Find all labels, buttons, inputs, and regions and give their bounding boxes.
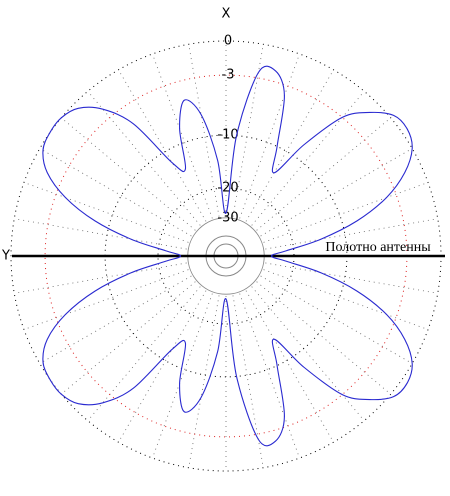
pattern-line: [42, 65, 413, 447]
spoke: [61, 281, 196, 395]
x-axis-label: X: [222, 7, 231, 22]
spoke: [23, 269, 189, 330]
spoke: [188, 295, 220, 468]
r-tick-label: -10: [217, 128, 238, 143]
spoke: [14, 218, 187, 250]
spoke: [23, 182, 189, 243]
spoke: [87, 286, 201, 421]
annotation: Полотно антенны: [325, 240, 431, 255]
spoke: [245, 290, 334, 443]
spoke: [260, 275, 413, 364]
r-tick-label: -20: [217, 181, 238, 196]
spoke: [39, 275, 192, 364]
spoke: [256, 281, 391, 395]
spoke: [14, 262, 187, 294]
spoke: [251, 91, 365, 226]
spoke: [152, 53, 213, 219]
spoke: [265, 262, 438, 294]
spoke: [245, 69, 334, 222]
r-tick-label: -3: [222, 68, 235, 83]
spoke: [61, 117, 196, 231]
spoke: [118, 69, 207, 222]
spoke: [118, 290, 207, 443]
spoke: [263, 269, 429, 330]
y-axis-label: Y: [1, 249, 10, 264]
r-tick-label: -30: [217, 210, 238, 225]
spoke: [256, 117, 391, 231]
spoke: [260, 148, 413, 237]
spoke: [188, 44, 220, 217]
spoke: [87, 91, 201, 226]
spoke: [265, 218, 438, 250]
spoke: [251, 286, 365, 421]
r-tick-label: 0: [224, 34, 232, 49]
spoke: [39, 148, 192, 237]
spoke: [263, 182, 429, 243]
spoke: [239, 53, 300, 219]
spoke: [152, 293, 213, 459]
spoke: [239, 293, 300, 459]
